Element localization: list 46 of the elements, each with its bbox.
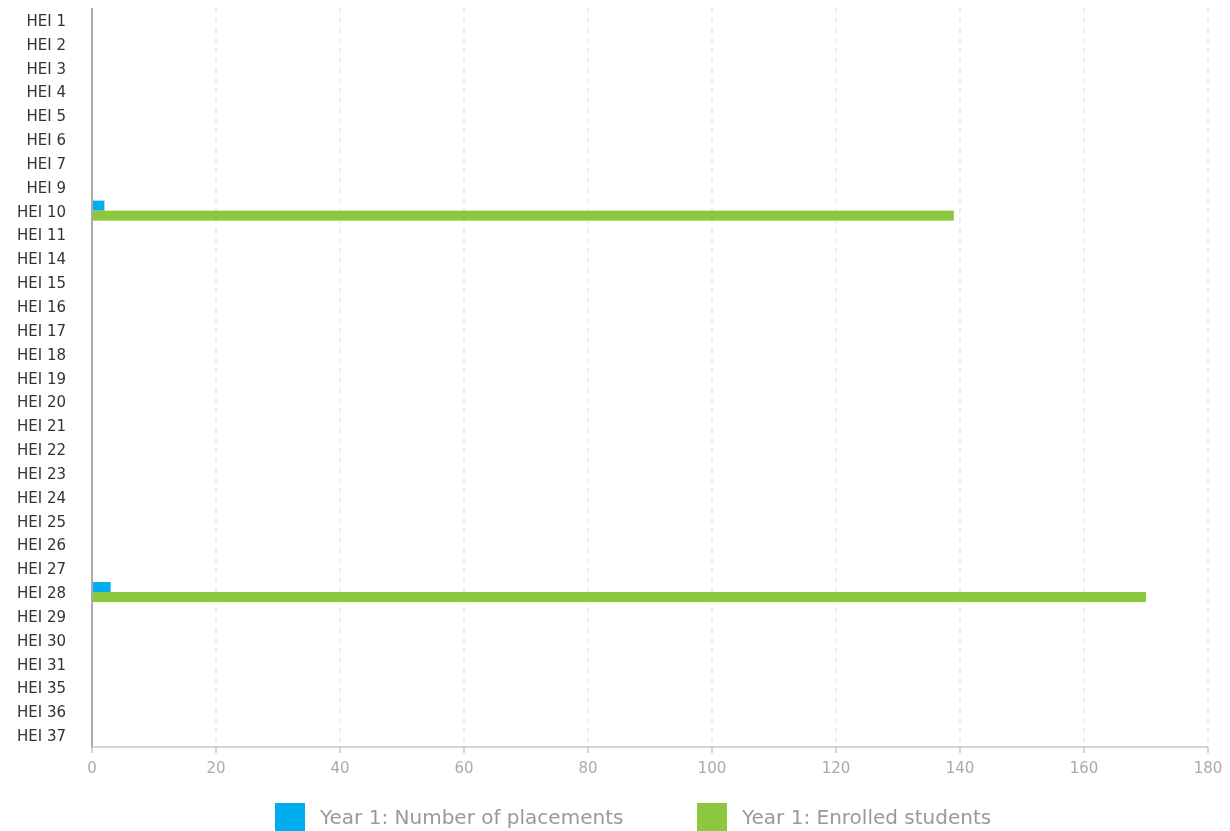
y-tick-label: HEI 7 [26, 154, 66, 173]
y-tick-label: HEI 35 [16, 679, 66, 698]
x-tick-label: 120 [821, 759, 851, 777]
y-tick-label: HEI 15 [16, 274, 66, 293]
y-tick-label: HEI 20 [16, 393, 66, 412]
y-tick-label: HEI 18 [16, 345, 66, 364]
legend-label: Year 1: Number of placements [319, 805, 624, 829]
y-tick-label: HEI 25 [16, 512, 66, 531]
y-tick-label: HEI 30 [16, 631, 66, 650]
x-tick-label: 180 [1193, 759, 1223, 777]
y-tick-label: HEI 5 [26, 107, 66, 126]
bar [92, 210, 954, 221]
bar [92, 592, 1146, 603]
x-tick-label: 20 [206, 759, 226, 777]
y-tick-label: HEI 36 [16, 703, 66, 722]
y-tick-label: HEI 1 [26, 11, 66, 30]
y-tick-label: HEI 11 [16, 226, 66, 245]
x-tick-label: 60 [454, 759, 474, 777]
y-tick-label: HEI 4 [26, 83, 66, 102]
bar [92, 582, 111, 593]
y-tick-label: HEI 28 [16, 584, 66, 603]
y-tick-label: HEI 9 [26, 178, 66, 197]
y-tick-label: HEI 3 [26, 59, 66, 78]
y-tick-label: HEI 16 [16, 297, 66, 316]
x-tick-label: 0 [87, 759, 97, 777]
y-tick-label: HEI 17 [16, 321, 66, 340]
y-tick-label: HEI 21 [16, 417, 66, 436]
y-tick-label: HEI 31 [16, 655, 66, 674]
y-tick-label: HEI 6 [26, 131, 66, 150]
x-tick-label: 100 [697, 759, 727, 777]
y-tick-label: HEI 23 [16, 464, 66, 483]
y-tick-label: HEI 37 [16, 727, 66, 746]
y-tick-label: HEI 19 [16, 369, 66, 388]
x-tick-label: 140 [945, 759, 975, 777]
y-tick-label: HEI 24 [16, 488, 66, 507]
x-tick-label: 40 [330, 759, 350, 777]
legend-label: Year 1: Enrolled students [741, 805, 992, 829]
x-tick-label: 80 [578, 759, 598, 777]
y-tick-label: HEI 2 [26, 35, 66, 54]
y-tick-label: HEI 27 [16, 560, 66, 579]
y-tick-label: HEI 29 [16, 607, 66, 626]
y-tick-label: HEI 26 [16, 536, 66, 555]
y-tick-label: HEI 10 [16, 202, 66, 221]
y-tick-label: HEI 14 [16, 250, 66, 269]
y-tick-label: HEI 22 [16, 441, 66, 460]
x-tick-label: 160 [1069, 759, 1099, 777]
